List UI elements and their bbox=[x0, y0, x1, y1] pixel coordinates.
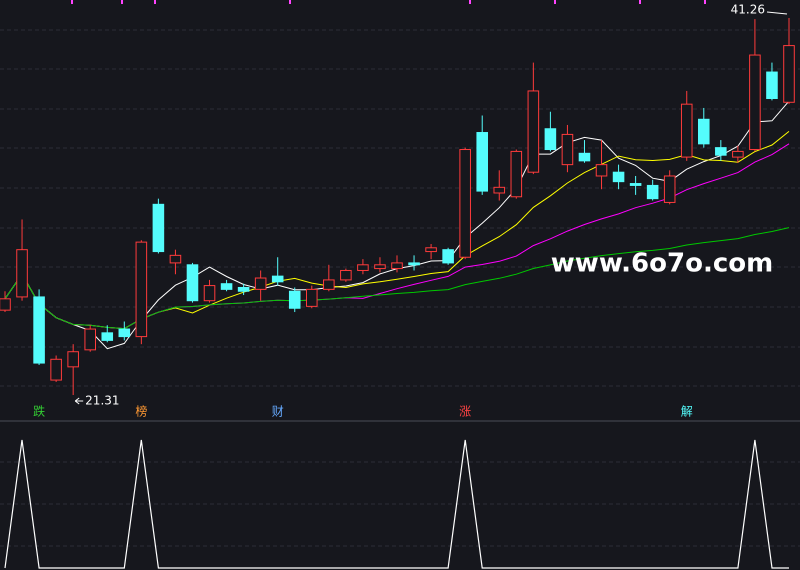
signal-marker: 财 bbox=[272, 405, 284, 419]
candle-body bbox=[510, 150, 523, 198]
candle-body bbox=[408, 262, 420, 266]
candle-body bbox=[340, 269, 352, 281]
candle-body bbox=[220, 283, 233, 290]
candle-body bbox=[254, 277, 267, 290]
candle-body bbox=[33, 296, 45, 364]
candle-body bbox=[544, 128, 557, 151]
candle-body bbox=[374, 264, 386, 270]
candle-body bbox=[391, 262, 403, 270]
low-label: 21.31 bbox=[85, 394, 119, 408]
candle-body bbox=[476, 132, 489, 192]
candle-body bbox=[357, 264, 369, 271]
candle-body bbox=[646, 184, 659, 200]
top-ticks bbox=[71, 0, 706, 4]
signal-marker: 跌 bbox=[33, 404, 45, 419]
candle-body bbox=[101, 332, 114, 341]
low-arrow-head bbox=[74, 397, 80, 405]
candle-body bbox=[749, 54, 761, 151]
candle-body bbox=[612, 171, 625, 183]
watermark: www.6o7o.com bbox=[551, 249, 773, 279]
candle-body bbox=[152, 203, 165, 253]
candle-body bbox=[50, 358, 62, 381]
candle-body bbox=[442, 249, 454, 264]
candle-body bbox=[118, 328, 131, 338]
signal-marker: 涨 bbox=[459, 404, 471, 419]
candle-body bbox=[0, 298, 11, 311]
candle-body bbox=[680, 103, 693, 158]
candle-body bbox=[766, 71, 778, 100]
candle-body bbox=[203, 285, 216, 302]
candle-body bbox=[271, 275, 284, 283]
moving-average bbox=[4, 100, 790, 350]
moving-average bbox=[4, 143, 790, 330]
candle-body bbox=[697, 118, 710, 145]
candle-body bbox=[323, 279, 335, 290]
candle-body bbox=[135, 241, 148, 338]
candle-body bbox=[715, 147, 727, 156]
candle-body bbox=[288, 290, 301, 309]
candle-body bbox=[16, 249, 28, 298]
candle-body bbox=[561, 133, 574, 166]
candle-body bbox=[169, 254, 182, 264]
candle-body bbox=[663, 175, 676, 203]
candle-body bbox=[629, 183, 642, 186]
candle-body bbox=[493, 186, 506, 194]
candle-body bbox=[237, 286, 250, 292]
candle-body bbox=[84, 328, 97, 351]
candle-body bbox=[459, 149, 471, 258]
candle-body bbox=[305, 288, 318, 307]
high-label: 41.26 bbox=[731, 3, 765, 17]
candle-body bbox=[783, 45, 795, 103]
candle-body bbox=[186, 264, 199, 302]
signal-line bbox=[4, 439, 789, 569]
high-arrow bbox=[766, 11, 788, 15]
signal-marker: 解 bbox=[681, 405, 693, 419]
candle-body bbox=[527, 90, 540, 173]
candle-body bbox=[67, 351, 79, 368]
candle-body bbox=[578, 152, 591, 162]
candle-body bbox=[595, 164, 608, 177]
candle-body bbox=[732, 150, 744, 158]
moving-average bbox=[4, 131, 790, 330]
candle-body bbox=[425, 247, 437, 253]
signal-marker: 榜 bbox=[135, 404, 147, 419]
